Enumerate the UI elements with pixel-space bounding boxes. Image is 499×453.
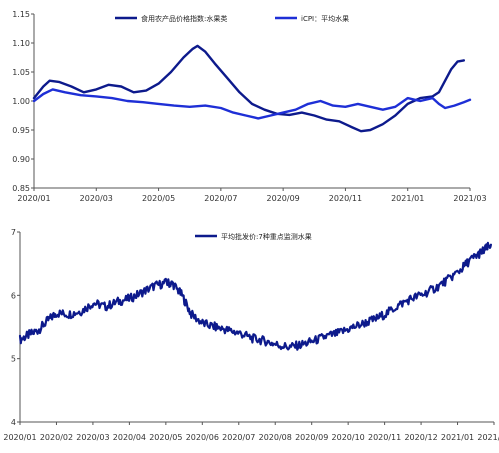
x-tick-label: 2020/08 xyxy=(259,433,292,442)
x-tick-label: 2020/05 xyxy=(149,433,182,442)
x-tick-label: 2020/01 xyxy=(3,433,36,442)
x-tick-label: 2020/11 xyxy=(368,433,401,442)
y-tick-label: 0.95 xyxy=(12,126,30,135)
x-tick-label: 2021/03 xyxy=(453,194,486,203)
x-tick-label: 2020/07 xyxy=(204,194,237,203)
series-line-1-1 xyxy=(32,44,465,133)
y-tick-label: 0.85 xyxy=(12,184,30,193)
y-tick-label: 1.05 xyxy=(12,68,30,77)
series-line-2-1 xyxy=(18,241,492,351)
y-tick-label: 4 xyxy=(11,418,16,427)
x-tick-label: 2021/02 xyxy=(477,433,499,442)
x-tick-label: 2020/02 xyxy=(40,433,73,442)
legend-label: 食用农产品价格指数:水果类 xyxy=(141,14,227,23)
x-tick-label: 2020/04 xyxy=(113,433,146,442)
y-tick-label: 7 xyxy=(11,228,16,237)
y-tick-label: 1.10 xyxy=(12,39,30,48)
y-tick-label: 1.15 xyxy=(12,10,30,19)
x-tick-label: 2020/10 xyxy=(332,433,365,442)
x-tick-label: 2020/07 xyxy=(222,433,255,442)
series-line-1-2 xyxy=(32,88,472,120)
x-tick-label: 2021/01 xyxy=(391,194,424,203)
y-tick-label: 1.00 xyxy=(12,97,30,106)
y-tick-label: 0.90 xyxy=(12,155,30,164)
x-tick-label: 2021/01 xyxy=(441,433,474,442)
x-tick-label: 2020/05 xyxy=(142,194,175,203)
x-tick-label: 2020/01 xyxy=(17,194,50,203)
x-tick-label: 2020/09 xyxy=(295,433,328,442)
legend-label: 平均批发价:7种重点监测水果 xyxy=(221,232,312,241)
x-tick-label: 2020/09 xyxy=(267,194,300,203)
x-tick-label: 2020/06 xyxy=(186,433,219,442)
x-tick-label: 2020/12 xyxy=(404,433,437,442)
x-tick-label: 2020/11 xyxy=(329,194,362,203)
x-tick-label: 2020/03 xyxy=(80,194,113,203)
legend-label: iCPI：平均水果 xyxy=(301,14,349,23)
y-tick-label: 6 xyxy=(11,291,16,300)
y-tick-label: 5 xyxy=(11,355,16,364)
x-tick-label: 2020/03 xyxy=(76,433,109,442)
